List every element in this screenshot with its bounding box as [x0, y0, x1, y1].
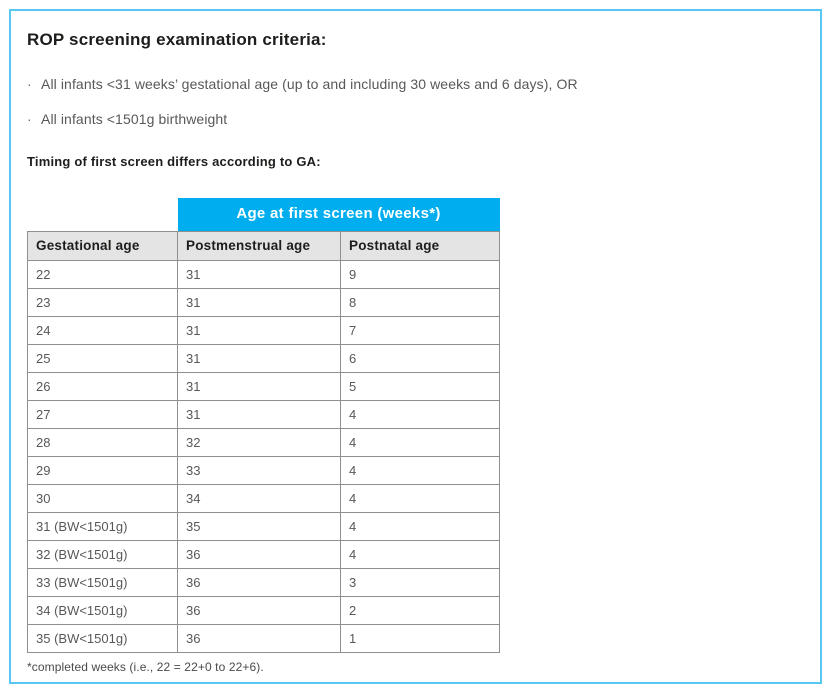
span-header-row: Age at first screen (weeks*) — [28, 198, 500, 231]
table-cell: 22 — [27, 260, 178, 290]
table-cell: 4 — [340, 540, 500, 570]
table-cell: 36 — [177, 624, 341, 654]
page-title: ROP screening examination criteria: — [27, 30, 327, 49]
table-cell: 4 — [340, 400, 500, 430]
table-row: 29 33 4 — [27, 456, 500, 486]
table-cell: 27 — [27, 400, 178, 430]
section-subtitle: Timing of first screen differs according… — [27, 154, 321, 169]
table-row: 24 31 7 — [27, 316, 500, 346]
table-cell: 33 (BW<1501g) — [27, 568, 178, 598]
table-row: 22 31 9 — [27, 260, 500, 290]
table-row: 23 31 8 — [27, 288, 500, 318]
column-header-row: Gestational age Postmenstrual age Postna… — [27, 230, 500, 262]
column-header-postmenstrual-age: Postmenstrual age — [177, 230, 341, 262]
screening-table: Age at first screen (weeks*) Gestational… — [27, 198, 500, 654]
table-cell: 23 — [27, 288, 178, 318]
table-cell: 24 — [27, 316, 178, 346]
table-cell: 36 — [177, 596, 341, 626]
table-row: 34 (BW<1501g) 36 2 — [27, 596, 500, 626]
table-cell: 34 — [177, 484, 341, 514]
table-cell: 4 — [340, 484, 500, 514]
table-spacer-cell — [28, 198, 178, 231]
column-header-postnatal-age: Postnatal age — [340, 230, 500, 262]
table-cell: 31 — [177, 372, 341, 402]
table-body: 22 31 9 23 31 8 24 31 7 25 31 6 26 31 5 27 31 4 28 32 4 29 33 4… — [27, 260, 500, 654]
table-cell: 31 — [177, 344, 341, 374]
bullet-icon: · — [27, 111, 32, 127]
table-cell: 33 — [177, 456, 341, 486]
table-row: 27 31 4 — [27, 400, 500, 430]
table-cell: 31 — [177, 316, 341, 346]
list-item-text: All infants <31 weeks’ gestational age (… — [41, 76, 578, 92]
list-item: · All infants <31 weeks’ gestational age… — [27, 76, 806, 93]
span-header: Age at first screen (weeks*) — [177, 198, 500, 231]
table-cell: 36 — [177, 568, 341, 598]
table-row: 31 (BW<1501g) 35 4 — [27, 512, 500, 542]
card-content: ROP screening examination criteria: · Al… — [11, 11, 820, 674]
table-cell: 25 — [27, 344, 178, 374]
table-cell: 35 (BW<1501g) — [27, 624, 178, 654]
table-row: 35 (BW<1501g) 36 1 — [27, 624, 500, 654]
table-cell: 31 (BW<1501g) — [27, 512, 178, 542]
table-cell: 31 — [177, 400, 341, 430]
table-cell: 30 — [27, 484, 178, 514]
table-row: 32 (BW<1501g) 36 4 — [27, 540, 500, 570]
table-cell: 31 — [177, 260, 341, 290]
table-cell: 2 — [340, 596, 500, 626]
table-row: 28 32 4 — [27, 428, 500, 458]
table-cell: 7 — [340, 316, 500, 346]
table-cell: 34 (BW<1501g) — [27, 596, 178, 626]
table-cell: 9 — [340, 260, 500, 290]
content-card: ROP screening examination criteria: · Al… — [9, 9, 822, 684]
table-cell: 31 — [177, 288, 341, 318]
table-row: 26 31 5 — [27, 372, 500, 402]
table-row: 33 (BW<1501g) 36 3 — [27, 568, 500, 598]
criteria-list: · All infants <31 weeks’ gestational age… — [27, 76, 806, 128]
table-cell: 35 — [177, 512, 341, 542]
table-cell: 5 — [340, 372, 500, 402]
list-item-text: All infants <1501g birthweight — [41, 111, 228, 127]
table-cell: 32 — [177, 428, 341, 458]
table-head: Age at first screen (weeks*) Gestational… — [27, 198, 500, 262]
bullet-icon: · — [27, 76, 32, 92]
table-row: 30 34 4 — [27, 484, 500, 514]
table-cell: 8 — [340, 288, 500, 318]
table-cell: 1 — [340, 624, 500, 654]
list-item: · All infants <1501g birthweight — [27, 111, 806, 128]
table-cell: 29 — [27, 456, 178, 486]
table-cell: 36 — [177, 540, 341, 570]
table-footnote: *completed weeks (i.e., 22 = 22+0 to 22+… — [27, 660, 264, 675]
table-cell: 6 — [340, 344, 500, 374]
column-header-gestational-age: Gestational age — [27, 230, 178, 262]
table-cell: 32 (BW<1501g) — [27, 540, 178, 570]
table-row: 25 31 6 — [27, 344, 500, 374]
table-cell: 4 — [340, 456, 500, 486]
table-cell: 4 — [340, 428, 500, 458]
table-cell: 3 — [340, 568, 500, 598]
table-cell: 28 — [27, 428, 178, 458]
table-cell: 4 — [340, 512, 500, 542]
table-cell: 26 — [27, 372, 178, 402]
